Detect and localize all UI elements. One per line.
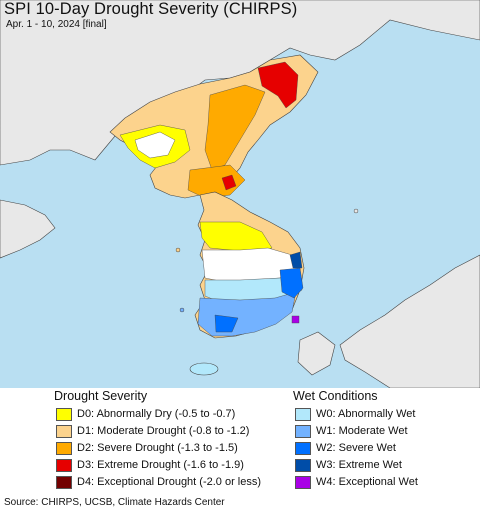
legend-swatch-d4 — [56, 475, 72, 489]
legend-drought-heading: Drought Severity — [54, 389, 148, 403]
region-jeju — [189, 362, 219, 376]
legend-label-w1: W1: Moderate Wet — [316, 425, 408, 437]
legend-swatch-w3 — [295, 458, 311, 472]
region-nk-severe-south — [187, 164, 246, 199]
region-sk-severe-wet-south — [214, 314, 239, 333]
legend-label-w4: W4: Exceptional Wet — [316, 476, 418, 488]
legend-item-w3: W3: Extreme Wet — [295, 457, 402, 473]
legend-item-d0: D0: Abnormally Dry (-0.5 to -0.7) — [56, 406, 235, 422]
region-sk-severe-wet — [279, 267, 304, 299]
legend-swatch-w1 — [295, 424, 311, 438]
land-japan — [339, 254, 480, 388]
legend-wet-heading: Wet Conditions — [293, 389, 378, 403]
legend-item-d2: D2: Severe Drought (-1.3 to -1.5) — [56, 440, 238, 456]
legend-label-d2: D2: Severe Drought (-1.3 to -1.5) — [77, 442, 238, 454]
legend-item-d1: D1: Moderate Drought (-0.8 to -1.2) — [56, 423, 249, 439]
island-west-2 — [179, 307, 185, 313]
legend-swatch-w0 — [295, 407, 311, 421]
legend-item-d3: D3: Extreme Drought (-1.6 to -1.9) — [56, 457, 244, 473]
legend-label-w3: W3: Extreme Wet — [316, 459, 402, 471]
region-nk-extreme-south — [221, 174, 237, 191]
legend-swatch-w4 — [295, 475, 311, 489]
legend-label-d0: D0: Abnormally Dry (-0.5 to -0.7) — [77, 408, 236, 420]
source-credit: Source: CHIRPS, UCSB, Climate Hazards Ce… — [4, 497, 225, 508]
map-title: SPI 10-Day Drought Severity (CHIRPS) — [4, 0, 298, 18]
legend-item-w4: W4: Exceptional Wet — [295, 474, 418, 490]
region-nk-severe-east — [204, 84, 266, 171]
island-west-1 — [175, 247, 181, 253]
region-exceptional-wet-speck — [291, 315, 300, 324]
region-sk-extreme-wet — [289, 251, 303, 269]
legend-swatch-d1 — [56, 424, 72, 438]
region-nk-extreme-northeast — [257, 61, 299, 109]
legend-label-d4: D4: Exceptional Drought (-2.0 or less) — [77, 476, 262, 488]
legend-label-d1: D1: Moderate Drought (-0.8 to -1.2) — [77, 425, 250, 437]
legend-swatch-d3 — [56, 458, 72, 472]
legend-swatch-d2 — [56, 441, 72, 455]
legend-label-d3: D3: Extreme Drought (-1.6 to -1.9) — [77, 459, 244, 471]
land-china-shandong — [0, 199, 56, 259]
legend-item-w1: W1: Moderate Wet — [295, 423, 408, 439]
legend-item-w2: W2: Severe Wet — [295, 440, 396, 456]
region-nk-white-west — [134, 131, 176, 159]
legend-item-d4: D4: Exceptional Drought (-2.0 or less) — [56, 474, 261, 490]
legend-swatch-d0 — [56, 407, 72, 421]
map-panel: SPI 10-Day Drought Severity (CHIRPS) Apr… — [0, 0, 480, 388]
map-subtitle: Apr. 1 - 10, 2024 [final] — [6, 19, 107, 30]
map-canvas — [0, 0, 480, 388]
legend-item-w0: W0: Abnormally Wet — [295, 406, 415, 422]
legend-swatch-w2 — [295, 441, 311, 455]
land-japan-kyushu — [297, 331, 336, 376]
legend-label-w0: W0: Abnormally Wet — [316, 408, 416, 420]
island-ulleung — [353, 208, 359, 214]
legend-label-w2: W2: Severe Wet — [316, 442, 396, 454]
legend: Drought Severity Wet Conditions D0: Abno… — [0, 388, 480, 492]
